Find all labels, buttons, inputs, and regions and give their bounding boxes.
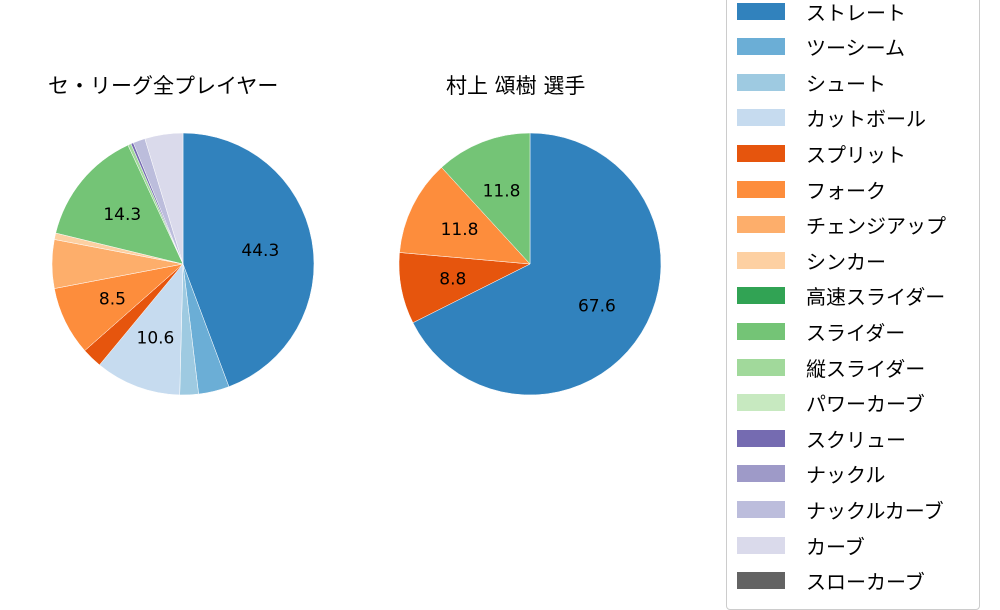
legend-item: カットボール	[737, 107, 926, 131]
legend-item: シュート	[737, 72, 886, 96]
legend-item: スローカーブ	[737, 570, 925, 594]
left-pie-title: セ・リーグ全プレイヤー	[48, 74, 279, 98]
legend-item: フォーク	[737, 179, 886, 203]
legend-swatch	[737, 536, 785, 554]
legend-item: ツーシーム	[737, 36, 905, 60]
legend-label: スプリット	[806, 142, 906, 167]
legend-label: ナックルカーブ	[806, 498, 944, 523]
legend-item: ナックルカーブ	[737, 499, 944, 523]
pie-slice	[144, 132, 184, 265]
slice-value-label: 14.3	[103, 205, 141, 225]
legend-label: ナックル	[806, 463, 886, 488]
legend-label: シンカー	[806, 249, 886, 274]
legend-item: カーブ	[737, 535, 865, 559]
legend-item: 高速スライダー	[737, 285, 945, 309]
legend-swatch	[737, 287, 785, 305]
legend-item: ストレート	[737, 1, 906, 25]
slice-value-label: 67.6	[578, 296, 616, 316]
legend-item: 縦スライダー	[737, 357, 925, 381]
slice-value-label: 44.3	[241, 241, 279, 261]
legend-swatch	[737, 144, 785, 162]
slice-value-label: 8.5	[99, 290, 126, 310]
pie-slice	[99, 263, 184, 396]
legend-swatch	[737, 109, 785, 127]
legend-swatch	[737, 322, 785, 340]
legend-item: スライダー	[737, 321, 905, 345]
legend-label: フォーク	[806, 178, 886, 203]
pie-charts: 44.3 10.6 8.5 14.3 67.6 8.8 11.811.8	[51, 132, 662, 396]
legend-swatch	[737, 180, 785, 198]
pie-slice	[399, 167, 531, 265]
pie-slice	[182, 132, 315, 388]
pie-slice	[55, 144, 184, 265]
legend-swatch	[737, 572, 785, 590]
legend-swatch	[737, 429, 785, 447]
pie-slice	[441, 132, 531, 265]
legend-label: スローカーブ	[806, 570, 925, 595]
legend-swatch	[737, 394, 785, 412]
legend-label: カーブ	[806, 534, 865, 559]
legend-label: ツーシーム	[806, 36, 905, 61]
legend-label: ストレート	[806, 0, 906, 25]
legend-swatch	[737, 500, 785, 518]
legend-item: チェンジアップ	[737, 214, 946, 238]
legend-label: カットボール	[806, 107, 926, 132]
legend-swatch	[737, 2, 785, 20]
slice-value-label: 11.8	[441, 220, 479, 240]
legend-swatch	[737, 216, 785, 234]
legend-label: パワーカーブ	[806, 392, 925, 417]
legend-label: チェンジアップ	[806, 214, 946, 239]
legend-item: パワーカーブ	[737, 392, 925, 416]
slice-value-label: 11.8	[483, 182, 521, 202]
legend-label: シュート	[806, 71, 886, 96]
right-pie-title: 村上 頌樹 選手	[446, 74, 586, 98]
right-pie: 67.6 8.8 11.811.8	[398, 132, 662, 396]
legend-label: スライダー	[806, 320, 906, 345]
legend-label: 高速スライダー	[806, 285, 946, 310]
legend-label: スクリュー	[806, 427, 906, 452]
legend-item: スプリット	[737, 143, 906, 167]
pie-slice	[412, 132, 662, 396]
legend-swatch	[737, 38, 785, 56]
legend: ストレートツーシームシュートカットボール スプリットフォークチェンジアップ シンカー…	[726, 0, 980, 610]
legend-swatch	[737, 465, 785, 483]
legend-item: ナックル	[737, 463, 885, 487]
left-pie: 44.3 10.6 8.5 14.3	[51, 132, 315, 396]
legend-label: 縦スライダー	[806, 356, 926, 381]
slice-value-label: 8.8	[439, 270, 466, 290]
legend-swatch	[737, 251, 785, 269]
legend-swatch	[737, 358, 785, 376]
legend-item: スクリュー	[737, 428, 906, 452]
legend-swatch	[737, 73, 785, 91]
slice-value-label: 10.6	[137, 329, 175, 349]
legend-item: シンカー	[737, 250, 886, 274]
